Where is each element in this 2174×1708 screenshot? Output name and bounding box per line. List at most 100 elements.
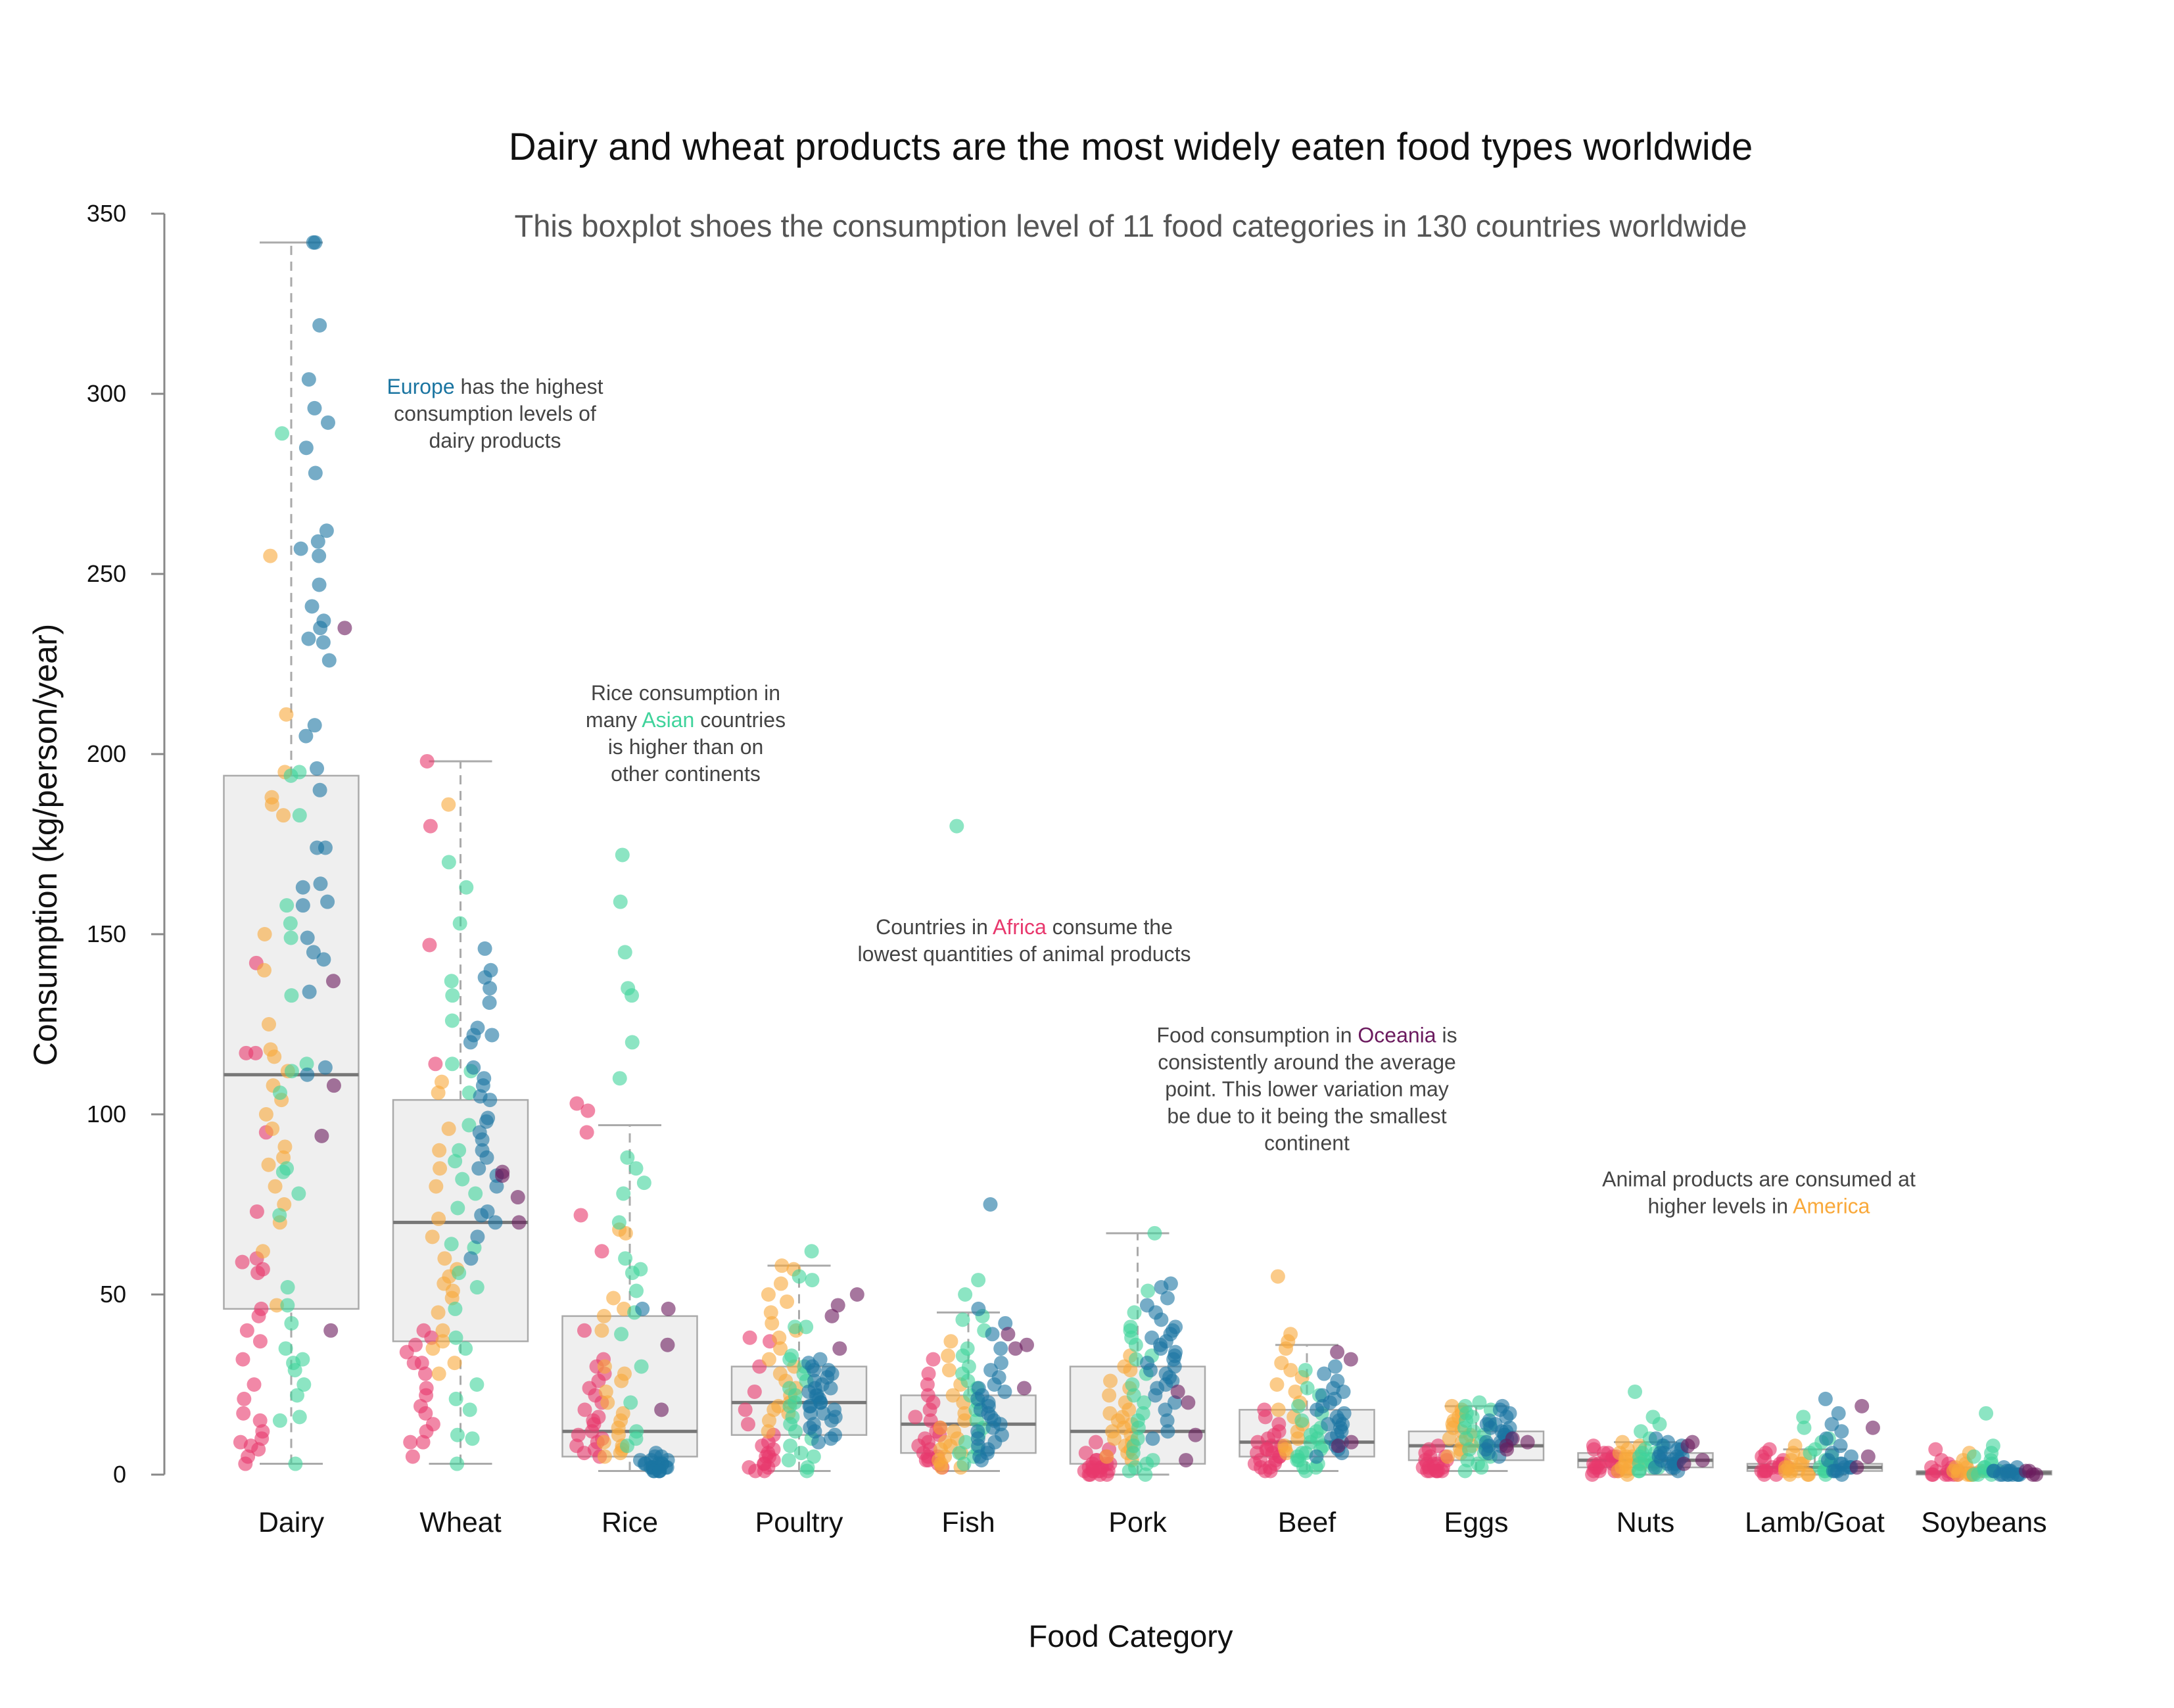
data-point-europe: [1818, 1391, 1833, 1406]
data-point-asia: [272, 1413, 287, 1428]
data-point-asia: [444, 1056, 460, 1072]
data-point-america: [425, 1341, 440, 1356]
data-point-europe: [301, 372, 316, 387]
data-point-africa: [926, 1352, 941, 1367]
data-point-europe: [312, 782, 327, 797]
data-point-america: [594, 1323, 609, 1338]
data-point-america: [261, 1157, 276, 1172]
data-point-america: [277, 1197, 292, 1212]
data-point-europe: [811, 1435, 826, 1450]
data-point-asia: [465, 1431, 480, 1446]
data-point-america: [780, 1294, 795, 1309]
data-point-asia: [971, 1273, 986, 1288]
data-point-asia: [625, 1266, 640, 1281]
annotation-3: Countries in Africa consume the lowest qu…: [858, 915, 1191, 966]
data-point-africa: [584, 1424, 600, 1439]
data-point-asia: [441, 855, 456, 870]
data-point-asia: [1628, 1384, 1643, 1399]
data-point-america: [437, 1251, 452, 1266]
data-point-asia: [788, 1319, 803, 1335]
data-point-asia: [458, 1341, 473, 1356]
data-point-europe: [310, 761, 325, 776]
data-point-asia: [955, 1348, 970, 1364]
data-point-asia: [280, 1298, 295, 1313]
data-point-america: [1800, 1467, 1815, 1482]
data-point-asia: [1137, 1395, 1152, 1410]
data-point-europe: [983, 1197, 998, 1212]
data-point-asia: [283, 930, 298, 945]
data-point-asia: [1129, 1352, 1144, 1367]
data-point-asia: [792, 1269, 807, 1284]
data-point-asia: [469, 1280, 484, 1295]
data-point-oceania: [1001, 1327, 1016, 1342]
data-point-oceania: [1500, 1442, 1515, 1457]
data-point-europe: [308, 235, 323, 250]
data-point-asia: [287, 1363, 302, 1378]
data-point-america: [772, 1330, 787, 1345]
data-point-america: [1288, 1384, 1303, 1399]
data-point-asia: [468, 1186, 483, 1201]
data-point-europe: [466, 1060, 481, 1075]
data-point-africa: [569, 1096, 584, 1111]
data-point-europe: [997, 1384, 1012, 1399]
data-point-america: [263, 548, 278, 563]
data-point-asia: [1966, 1449, 1981, 1464]
data-point-africa: [419, 1388, 434, 1403]
data-point-africa: [757, 1463, 772, 1479]
y-tick-label: 0: [113, 1461, 126, 1488]
data-point-africa: [419, 753, 435, 769]
data-point-africa: [399, 1344, 414, 1360]
data-point-oceania: [510, 1190, 525, 1205]
data-point-america: [1290, 1431, 1306, 1446]
data-point-oceania: [511, 1215, 527, 1230]
data-point-america: [596, 1435, 611, 1450]
data-point-asia: [289, 1388, 304, 1403]
data-point-europe: [471, 1161, 486, 1176]
data-point-africa: [738, 1402, 753, 1417]
data-point-america: [957, 1413, 972, 1428]
data-point-asia: [625, 1035, 640, 1050]
data-point-oceania: [660, 1337, 675, 1352]
data-point-america: [257, 927, 272, 941]
data-point-asia: [612, 1071, 627, 1086]
data-point-asia: [617, 945, 632, 960]
data-point-europe: [320, 894, 335, 909]
boxes-layer: [223, 241, 2052, 1476]
data-point-europe: [1819, 1431, 1834, 1446]
data-point-africa: [580, 1103, 596, 1118]
data-point-oceania: [1008, 1341, 1023, 1356]
data-point-america: [267, 1049, 282, 1064]
data-point-oceania: [661, 1301, 676, 1316]
data-point-europe: [477, 941, 492, 956]
data-point-america: [596, 1308, 611, 1323]
data-point-asia: [299, 1056, 314, 1072]
data-point-europe: [483, 981, 498, 996]
data-point-america: [431, 1366, 446, 1381]
data-point-asia: [275, 1164, 291, 1179]
data-point-america: [943, 1334, 958, 1349]
x-axis-ticks: Dairy Wheat Rice Poultry Fish Pork Beef Eggs Nut…: [258, 1507, 2047, 1538]
data-point-oceania: [1019, 1337, 1034, 1352]
data-point-america: [431, 1085, 446, 1101]
data-point-africa: [252, 1334, 268, 1349]
data-point-asia: [1979, 1406, 1994, 1421]
data-point-asia: [613, 894, 628, 909]
data-point-europe: [1160, 1424, 1175, 1439]
data-point-oceania: [849, 1287, 864, 1302]
data-point-asia: [782, 1352, 797, 1367]
data-point-america: [431, 1305, 446, 1320]
data-point-asia: [1631, 1463, 1646, 1479]
chart-subtitle: This boxplot shoes the consumption level…: [515, 208, 1747, 243]
x-tick-label: Poultry: [755, 1507, 843, 1538]
data-point-asia: [1298, 1363, 1313, 1378]
data-point-america: [933, 1420, 948, 1435]
data-point-oceania: [1855, 1398, 1870, 1413]
data-point-europe: [488, 1215, 503, 1230]
data-point-asia: [781, 1453, 796, 1468]
data-point-asia: [448, 1391, 463, 1406]
box-dairy: [223, 241, 360, 1465]
data-point-america: [762, 1413, 777, 1428]
data-point-europe: [301, 631, 316, 646]
data-point-oceania: [1179, 1453, 1194, 1468]
data-point-europe: [1160, 1413, 1175, 1428]
